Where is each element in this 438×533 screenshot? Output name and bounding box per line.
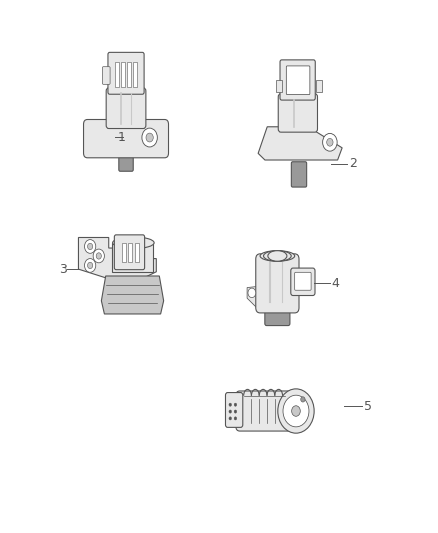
FancyBboxPatch shape xyxy=(291,161,307,187)
Circle shape xyxy=(292,406,300,416)
FancyBboxPatch shape xyxy=(280,60,315,100)
FancyBboxPatch shape xyxy=(106,88,146,128)
Bar xyxy=(120,62,125,86)
Bar xyxy=(133,62,138,86)
FancyBboxPatch shape xyxy=(102,67,110,84)
FancyBboxPatch shape xyxy=(295,272,311,290)
Bar xyxy=(276,80,282,92)
Circle shape xyxy=(248,288,256,297)
FancyBboxPatch shape xyxy=(291,268,315,295)
Circle shape xyxy=(278,389,314,433)
FancyBboxPatch shape xyxy=(226,393,243,427)
Text: 3: 3 xyxy=(59,263,67,276)
Circle shape xyxy=(323,133,337,151)
Circle shape xyxy=(229,417,232,420)
Text: 5: 5 xyxy=(364,400,372,413)
Polygon shape xyxy=(247,287,257,308)
FancyBboxPatch shape xyxy=(119,147,133,171)
Circle shape xyxy=(96,253,101,259)
FancyBboxPatch shape xyxy=(236,391,293,431)
FancyBboxPatch shape xyxy=(84,119,169,158)
Bar xyxy=(134,243,139,262)
Circle shape xyxy=(146,133,153,142)
Circle shape xyxy=(142,128,157,147)
Bar xyxy=(115,62,119,86)
Circle shape xyxy=(229,403,232,406)
Circle shape xyxy=(301,397,305,402)
Circle shape xyxy=(88,262,93,269)
Circle shape xyxy=(85,259,96,272)
Bar xyxy=(127,62,131,86)
FancyBboxPatch shape xyxy=(256,254,299,313)
Text: 2: 2 xyxy=(349,157,357,170)
FancyBboxPatch shape xyxy=(286,66,310,94)
Polygon shape xyxy=(101,276,164,314)
FancyBboxPatch shape xyxy=(108,52,144,94)
Text: 1: 1 xyxy=(117,131,125,144)
Ellipse shape xyxy=(264,251,291,261)
Ellipse shape xyxy=(268,251,287,261)
Circle shape xyxy=(229,410,232,413)
Circle shape xyxy=(234,403,237,406)
FancyBboxPatch shape xyxy=(265,306,290,326)
Circle shape xyxy=(283,395,309,427)
Ellipse shape xyxy=(260,251,295,261)
Circle shape xyxy=(85,240,96,253)
Bar xyxy=(122,243,126,262)
Bar xyxy=(316,80,321,92)
Ellipse shape xyxy=(113,237,154,248)
Circle shape xyxy=(93,249,104,263)
Bar xyxy=(112,243,153,272)
Polygon shape xyxy=(258,127,342,160)
Circle shape xyxy=(234,417,237,420)
Text: 4: 4 xyxy=(332,277,339,290)
FancyBboxPatch shape xyxy=(278,94,318,132)
Circle shape xyxy=(234,410,237,413)
Polygon shape xyxy=(78,238,156,278)
Bar xyxy=(128,243,132,262)
FancyBboxPatch shape xyxy=(114,235,145,270)
Circle shape xyxy=(327,139,333,146)
Circle shape xyxy=(88,243,93,249)
